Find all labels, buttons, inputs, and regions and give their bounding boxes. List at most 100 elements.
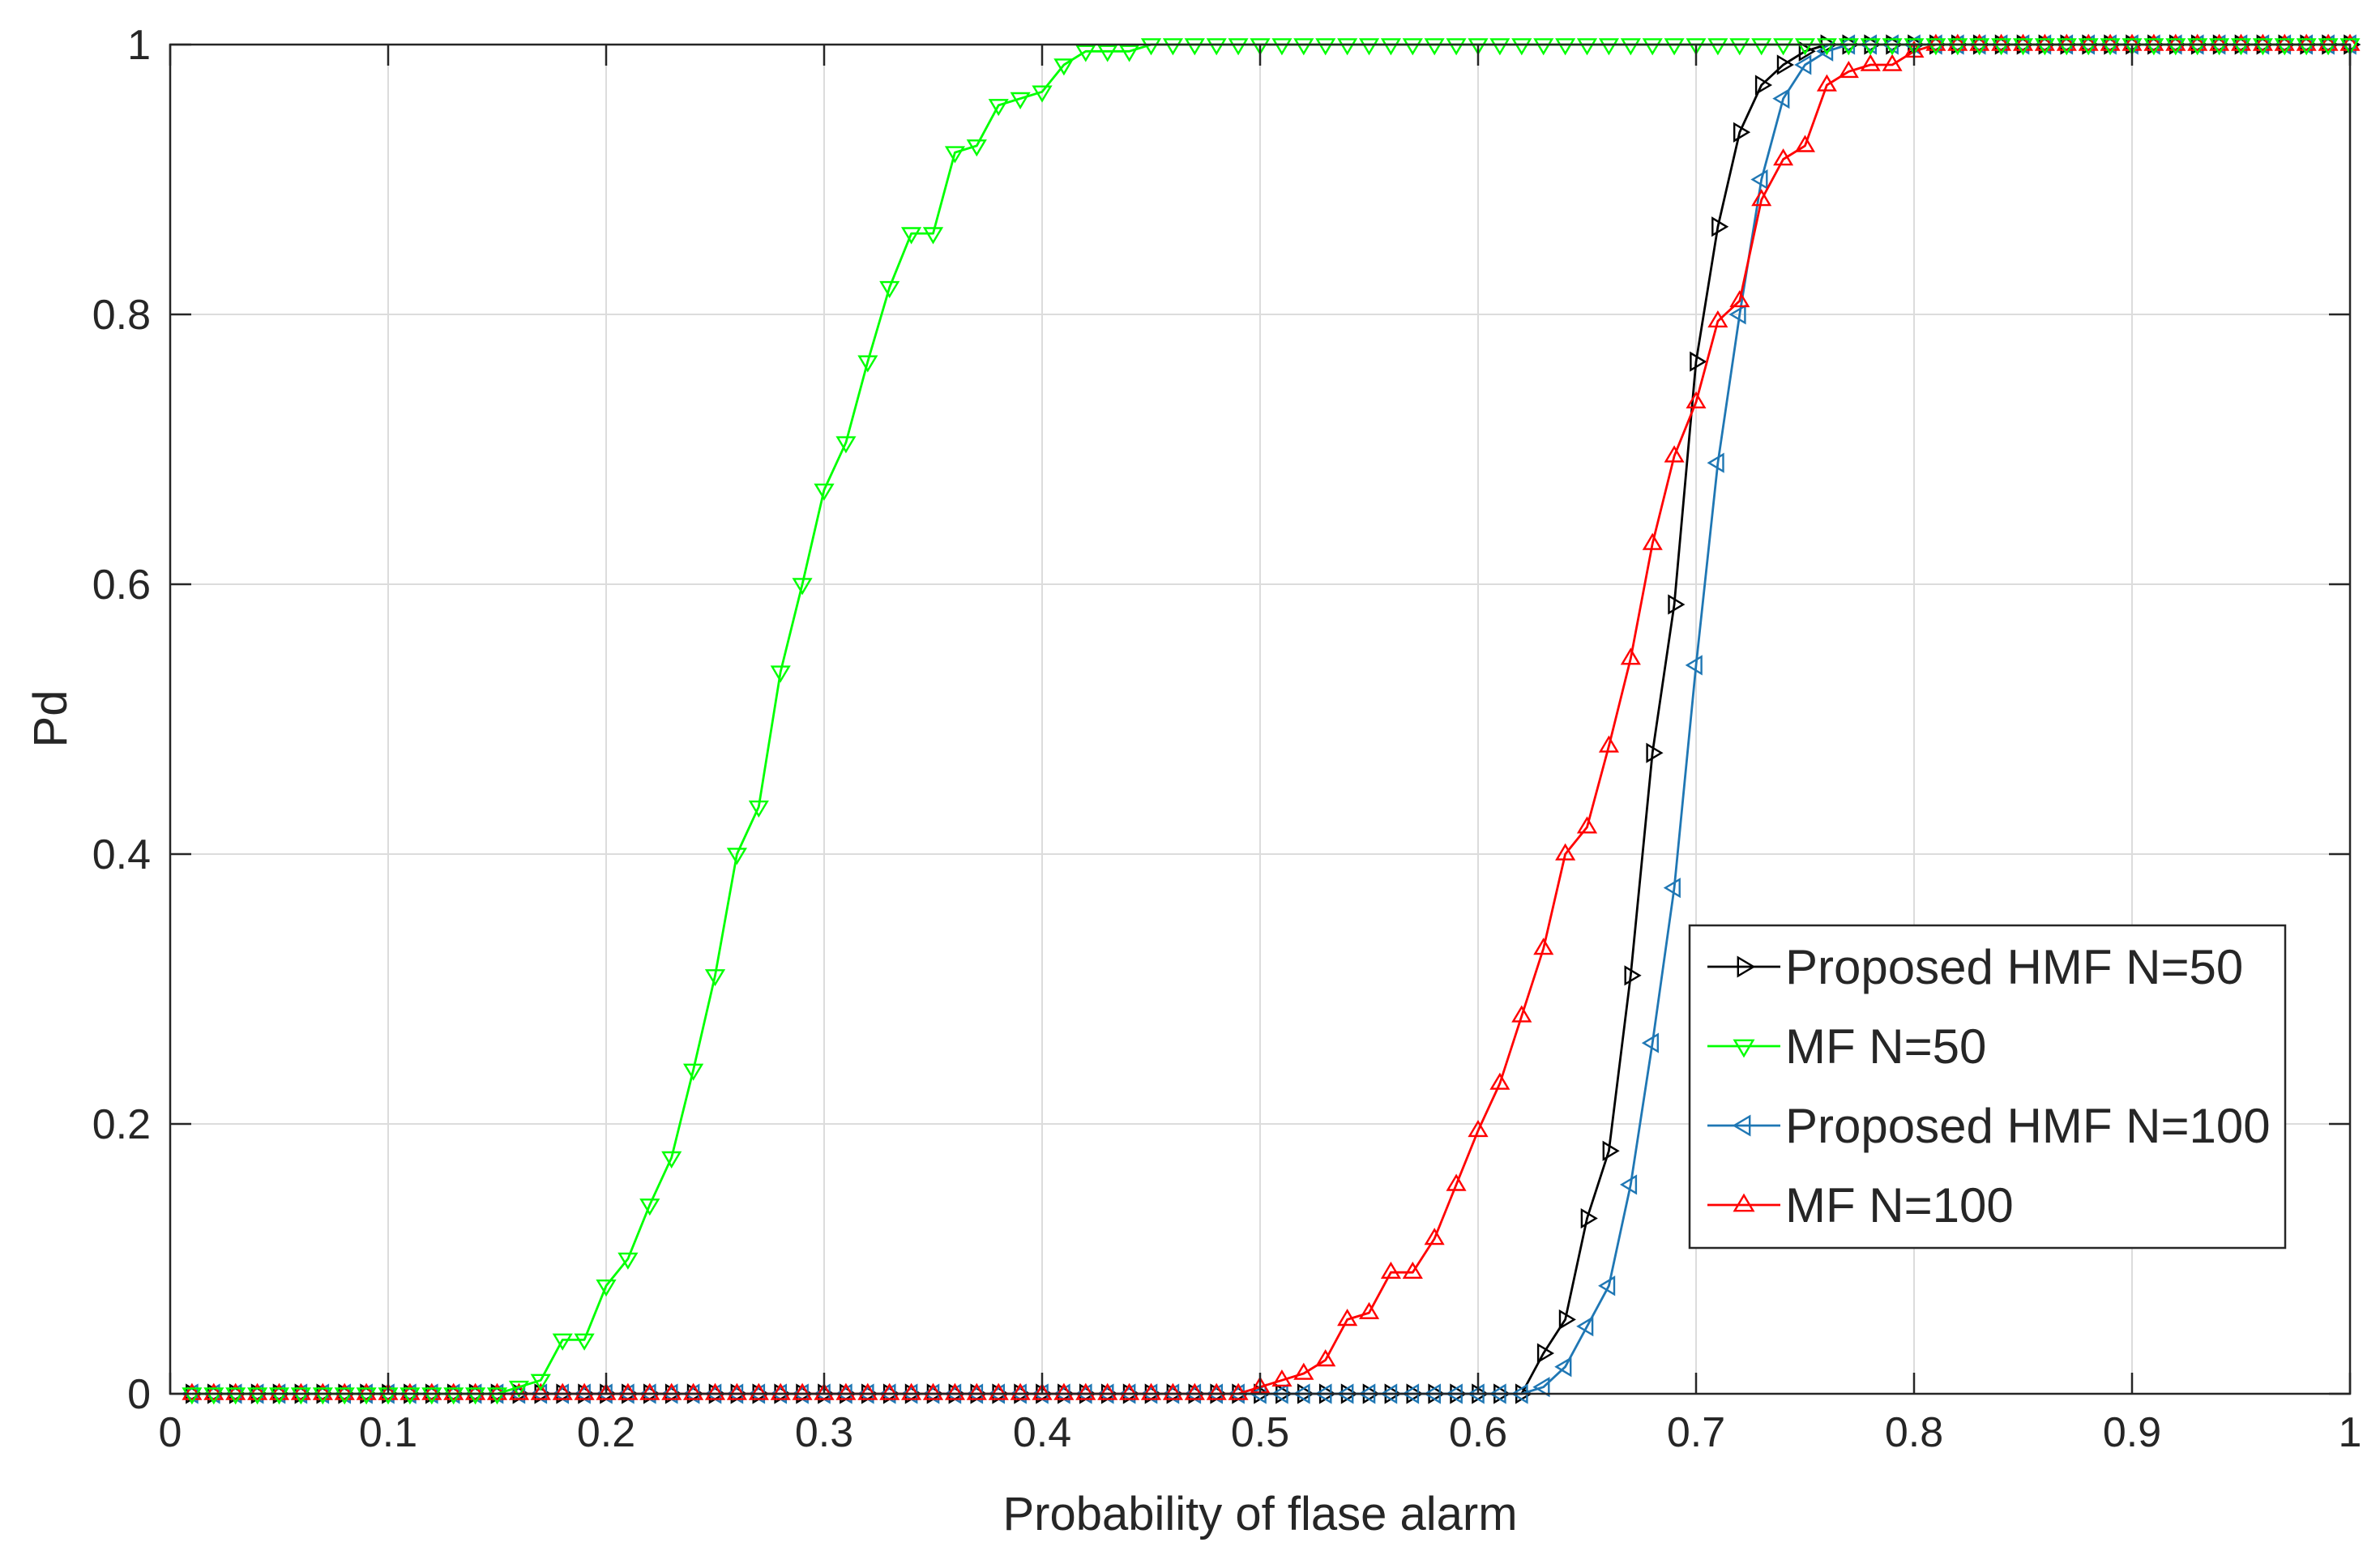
data-point-marker: [966, 139, 987, 157]
data-point-marker: [1576, 816, 1598, 834]
data-point-marker: [1293, 38, 1314, 56]
legend-marker: [1732, 1114, 1751, 1137]
data-point-marker: [247, 1382, 268, 1400]
data-point-marker: [1646, 742, 1664, 763]
data-point-marker: [1602, 1140, 1620, 1161]
data-point-marker: [1358, 1301, 1380, 1319]
data-point-marker: [1925, 33, 1946, 51]
data-point-marker: [2143, 33, 2164, 51]
data-point-marker: [1468, 1119, 1489, 1138]
data-point-marker: [1598, 38, 1620, 56]
data-point-marker: [1668, 594, 1686, 615]
data-point-marker: [1337, 1309, 1358, 1327]
data-point-marker: [988, 1382, 1009, 1400]
data-point-marker: [1882, 53, 1903, 71]
data-point-marker: [944, 1382, 966, 1400]
data-point-marker: [2143, 38, 2164, 56]
data-point-marker: [1489, 1072, 1510, 1090]
data-point-marker: [1097, 1382, 1118, 1400]
legend-item: Proposed HMF N=100: [1707, 1099, 2271, 1153]
data-point-marker: [922, 227, 944, 245]
data-point-marker: [596, 1382, 617, 1400]
data-point-marker: [1641, 1032, 1660, 1053]
data-point-marker: [1555, 843, 1576, 861]
data-point-marker: [1228, 38, 1249, 56]
data-point-marker: [1773, 38, 1794, 56]
x-tick-label: 0.7: [1667, 1409, 1725, 1456]
data-point-marker: [530, 1382, 551, 1400]
data-point-marker: [1751, 189, 1772, 207]
data-point-marker: [922, 1382, 944, 1400]
legend: Proposed HMF N=50 MF N=50 Proposed HMF N=1…: [1688, 924, 2287, 1250]
data-point-marker: [1598, 1275, 1616, 1297]
x-tick-label: 0.8: [1885, 1409, 1943, 1456]
data-point-marker: [770, 665, 791, 683]
data-point-marker: [1816, 74, 1837, 92]
data-point-marker: [2012, 38, 2034, 56]
data-point-marker: [661, 1382, 682, 1400]
legend-item: MF N=50: [1707, 1019, 1986, 1074]
data-point-marker: [225, 1382, 246, 1400]
data-point-marker: [1053, 58, 1075, 76]
data-point-marker: [2209, 38, 2230, 56]
data-point-marker: [1838, 60, 1859, 79]
data-point-marker: [2121, 38, 2143, 56]
data-point-marker: [1271, 1369, 1293, 1387]
data-point-marker: [1733, 122, 1751, 143]
data-point-marker: [400, 1387, 421, 1405]
data-point-marker: [770, 1382, 791, 1400]
data-point-marker: [552, 1382, 573, 1400]
data-point-marker: [2187, 33, 2208, 51]
data-point-marker: [748, 1382, 769, 1400]
legend-label: MF N=100: [1785, 1178, 2014, 1233]
data-point-marker: [1315, 1349, 1336, 1367]
data-point-marker: [661, 1151, 682, 1169]
data-point-marker: [1882, 38, 1903, 56]
data-point-marker: [443, 1387, 464, 1405]
data-point-marker: [1991, 33, 2012, 51]
data-point-marker: [2187, 38, 2208, 56]
axis-ticks: 0 0.1 0.2 0.3 0.4 0.5 0.6 0.7 0.8 0.9 1 0 0.2 0.4 0.6 0…: [92, 22, 2362, 1456]
data-point-marker: [1271, 38, 1293, 56]
data-point-marker: [1533, 938, 1554, 955]
data-point-marker: [1446, 38, 1467, 56]
data-point-marker: [1686, 391, 1707, 408]
data-point-marker: [835, 436, 857, 454]
data-point-marker: [617, 1382, 639, 1400]
data-point-marker: [1162, 1382, 1184, 1400]
data-point-marker: [2318, 33, 2339, 51]
data-point-marker: [726, 848, 748, 865]
data-point-marker: [1707, 310, 1728, 328]
data-point-marker: [1690, 351, 1707, 372]
data-point-marker: [203, 1387, 224, 1405]
data-point-marker: [2230, 38, 2252, 56]
data-point-marker: [1925, 38, 1946, 56]
data-point-marker: [1620, 647, 1641, 665]
data-point-marker: [2034, 33, 2055, 51]
data-point-marker: [508, 1380, 530, 1399]
data-point-marker: [2012, 33, 2034, 51]
data-point-marker: [1293, 1362, 1314, 1380]
data-point-marker: [2034, 38, 2055, 56]
data-point-marker: [1904, 38, 1925, 56]
data-point-marker: [421, 1387, 442, 1405]
data-point-marker: [268, 1382, 290, 1400]
data-point-marker: [1664, 445, 1685, 463]
data-point-marker: [2318, 38, 2339, 56]
data-point-marker: [639, 1198, 660, 1216]
data-point-marker: [2056, 38, 2077, 56]
data-point-marker: [1598, 735, 1620, 753]
data-point-marker: [334, 1382, 355, 1400]
data-point-marker: [1685, 655, 1703, 676]
x-tick-label: 0.1: [359, 1409, 417, 1456]
data-point-marker: [1533, 38, 1554, 56]
data-point-marker: [1228, 1382, 1249, 1400]
data-point-marker: [2056, 33, 2077, 51]
data-point-marker: [900, 1382, 922, 1400]
data-point-marker: [857, 1382, 878, 1400]
data-point-marker: [1772, 88, 1790, 109]
data-point-marker: [1010, 1382, 1031, 1400]
data-point-marker: [1729, 38, 1750, 56]
data-point-marker: [1162, 38, 1184, 56]
data-point-marker: [574, 1382, 595, 1400]
